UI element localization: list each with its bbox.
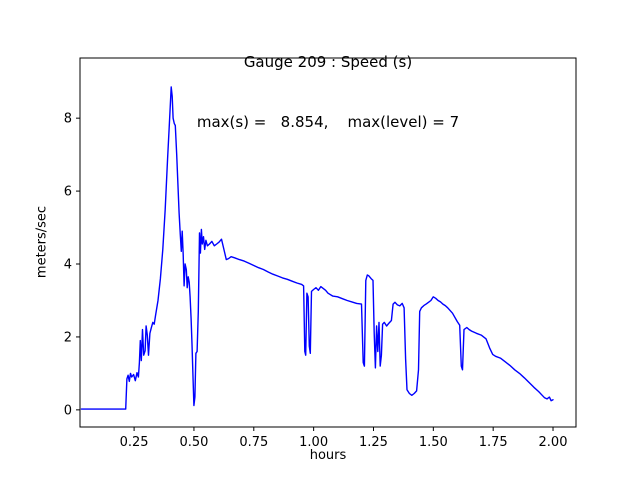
x-tick-label: 0.50 <box>179 435 208 450</box>
y-tick-label: 8 <box>64 112 72 127</box>
y-tick-label: 4 <box>64 258 72 273</box>
chart-title: Gauge 209 : Speed (s) <box>243 53 413 71</box>
x-tick-label: 1.25 <box>359 435 388 450</box>
axes-frame <box>79 57 577 428</box>
x-tick-label: 0.75 <box>239 435 268 450</box>
x-tick-label: 0.25 <box>120 435 149 450</box>
speed-series-line <box>80 86 554 410</box>
x-tick-label: 2.00 <box>539 435 568 450</box>
x-tick-label: 1.00 <box>299 435 328 450</box>
y-axis-label: meters/sec <box>34 205 50 279</box>
x-axis-label: hours <box>309 448 347 463</box>
y-tick-label: 0 <box>64 403 72 418</box>
x-tick-label: 1.50 <box>419 435 448 450</box>
chart-subtitle: max(s) = 8.854, max(level) = 7 <box>196 113 460 131</box>
x-tick-label: 1.75 <box>479 435 508 450</box>
chart-title-block: Gauge 209 : Speed (s) max(s) = 8.854, ma… <box>80 12 576 172</box>
y-tick-label: 2 <box>64 330 72 345</box>
y-tick-label: 6 <box>64 185 72 200</box>
